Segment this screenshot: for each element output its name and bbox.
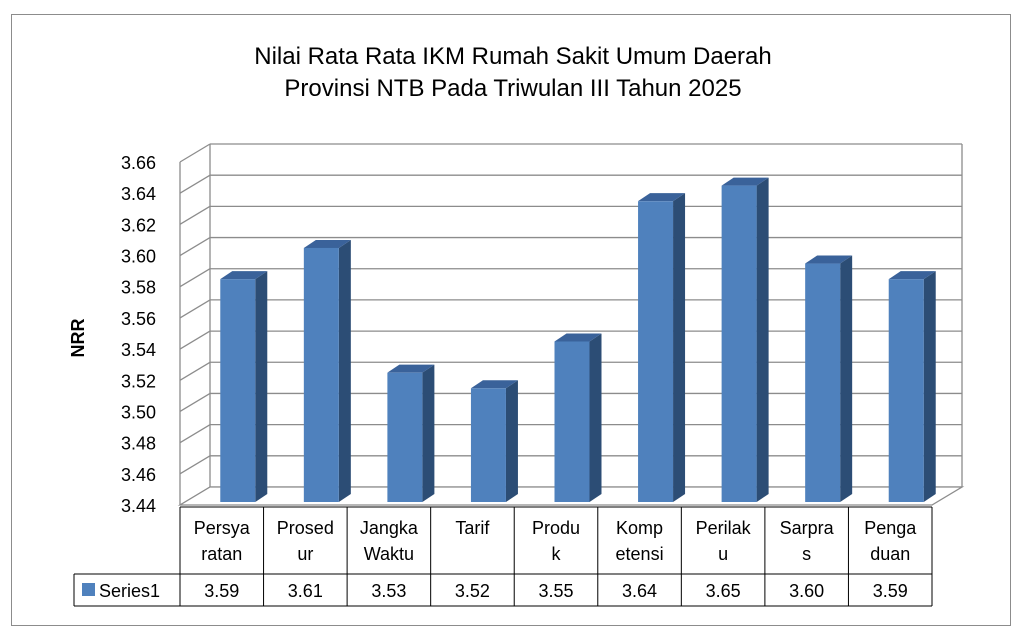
- bar-side: [338, 239, 351, 503]
- bar-side: [589, 333, 602, 502]
- gridline-side: [179, 330, 211, 350]
- bar-top: [220, 271, 268, 280]
- bar-top: [303, 239, 351, 248]
- category-label: Sarpra: [780, 518, 835, 538]
- y-tick-label: 3.58: [121, 278, 156, 298]
- category-label: k: [552, 544, 562, 564]
- bar: [303, 239, 351, 503]
- data-value-label: 3.61: [288, 581, 323, 601]
- bar: [387, 364, 435, 502]
- y-tick-label: 3.60: [121, 247, 156, 267]
- bar-top: [554, 333, 602, 342]
- data-value-label: 3.53: [371, 581, 406, 601]
- bar: [888, 271, 936, 502]
- y-tick-label: 3.46: [121, 465, 156, 485]
- data-value-label: 3.55: [538, 581, 573, 601]
- category-label: Produ: [532, 518, 580, 538]
- bar-front: [470, 388, 506, 502]
- category-label: ratan: [201, 544, 242, 564]
- bar-front: [554, 341, 590, 502]
- gridline-side: [179, 236, 211, 257]
- y-tick-label: 3.48: [121, 434, 156, 454]
- gridline-side: [179, 299, 211, 319]
- bar-top: [470, 380, 518, 389]
- bar-front: [387, 372, 423, 502]
- bar-front: [638, 201, 674, 502]
- category-label: u: [718, 544, 728, 564]
- bar-top: [805, 255, 853, 264]
- data-value-label: 3.52: [455, 581, 490, 601]
- data-value-label: 3.65: [706, 581, 741, 601]
- category-label: ur: [297, 544, 313, 564]
- category-label: Waktu: [364, 544, 414, 564]
- y-tick-label: 3.44: [121, 496, 156, 516]
- bar-side: [422, 364, 435, 502]
- bar-side: [673, 193, 686, 502]
- category-label: Perilak: [696, 518, 752, 538]
- bar: [554, 333, 602, 502]
- bar-front: [888, 279, 924, 502]
- gridline-side: [179, 174, 211, 194]
- data-value-label: 3.59: [204, 581, 239, 601]
- data-value-label: 3.64: [622, 581, 657, 601]
- legend-swatch: [82, 583, 95, 596]
- gridline-side: [179, 424, 211, 444]
- gridline-side: [179, 361, 211, 381]
- gridline-side: [179, 455, 211, 475]
- data-value-label: 3.59: [873, 581, 908, 601]
- y-tick-label: 3.52: [121, 371, 156, 391]
- y-tick-label: 3.62: [121, 215, 156, 235]
- data-table: Persya ratan Prosed ur Jangka Waktu Tarif Produ…: [73, 506, 933, 607]
- bar: [220, 271, 268, 502]
- chart-title-line: Nilai Rata Rata IKM Rumah Sakit Umum Dae…: [254, 43, 772, 70]
- category-label: Persya: [194, 518, 251, 538]
- gridline-side: [179, 268, 211, 288]
- bar: [470, 380, 518, 502]
- category-label: duan: [870, 544, 910, 564]
- y-axis-ticks: 3.44 3.46 3.48 3.50 3.52 3.54 3.56 3.58 3.60 3.62…: [121, 153, 156, 516]
- bar-front: [721, 185, 757, 502]
- bar-front: [220, 279, 256, 502]
- category-label: Penga: [864, 518, 917, 538]
- bar-top: [888, 271, 936, 280]
- bar-side: [923, 271, 936, 502]
- y-tick-label: 3.56: [121, 309, 156, 329]
- category-label: Komp: [616, 518, 663, 538]
- chart-title-line: Provinsi NTB Pada Triwulan III Tahun 202…: [284, 75, 741, 102]
- category-label: Jangka: [360, 518, 419, 538]
- bars: [220, 177, 936, 503]
- bar: [638, 193, 686, 502]
- bar-side: [840, 255, 853, 502]
- category-label: Tarif: [455, 518, 490, 538]
- bar-top: [721, 177, 769, 186]
- y-tick-label: 3.66: [121, 153, 156, 173]
- gridline-side: [179, 392, 211, 413]
- bar-top: [387, 364, 435, 373]
- bar: [805, 255, 853, 502]
- category-label: etensi: [616, 544, 664, 564]
- y-tick-label: 3.64: [121, 184, 156, 204]
- y-tick-label: 3.50: [121, 402, 156, 422]
- bar-front: [303, 247, 339, 502]
- bar-side: [756, 177, 769, 502]
- gridline-side: [179, 143, 211, 163]
- y-tick-label: 3.54: [121, 340, 156, 360]
- bar-side: [505, 380, 518, 502]
- legend-series-name: Series1: [99, 581, 160, 601]
- bar: [721, 177, 769, 502]
- y-axis-label: NRR: [68, 319, 88, 358]
- bar-front: [805, 263, 841, 502]
- category-label: Prosed: [277, 518, 334, 538]
- data-value-label: 3.60: [789, 581, 824, 601]
- bar-side: [255, 271, 268, 502]
- category-label: s: [802, 544, 811, 564]
- chart-title: Nilai Rata Rata IKM Rumah Sakit Umum Dae…: [254, 43, 772, 102]
- gridline-side: [179, 205, 211, 225]
- bar-top: [638, 193, 686, 202]
